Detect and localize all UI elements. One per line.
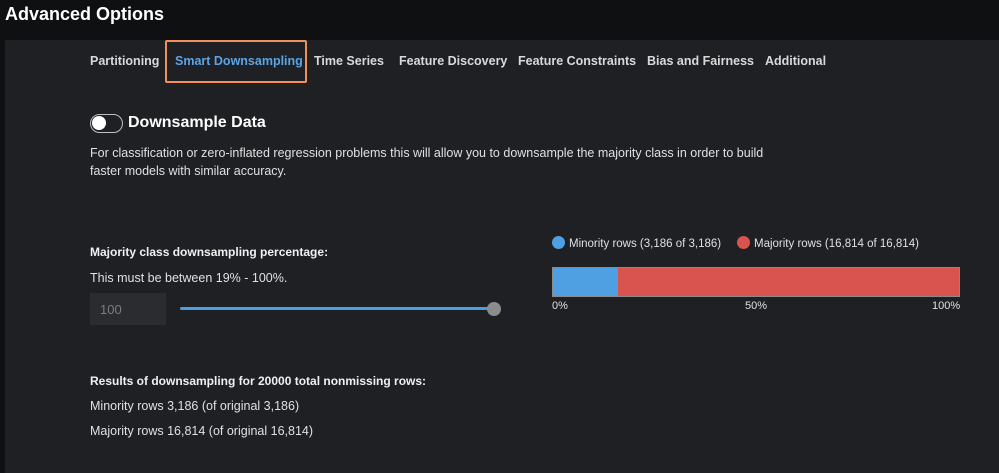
legend-majority-label: Majority rows (16,814 of 16,814) [754,238,919,250]
percentage-slider[interactable] [180,302,505,316]
percentage-label: Majority class downsampling percentage: [90,245,329,259]
majority-dot-icon [737,236,750,249]
percentage-hint: This must be between 19% - 100%. [90,271,288,285]
tab-partitioning[interactable]: Partitioning [90,54,160,68]
toggle-knob [92,116,106,130]
downsample-description: For classification or zero-inflated regr… [90,146,764,178]
tab-additional[interactable]: Additional [765,54,827,68]
slider-fill [180,307,494,310]
distribution-bar [552,267,960,297]
results-majority-line: Majority rows 16,814 (of original 16,814… [90,424,314,438]
downsample-toggle-label: Downsample Data [128,114,266,131]
tab-bias-and-fairness[interactable]: Bias and Fairness [647,54,754,68]
legend-majority: Majority rows (16,814 of 16,814) [737,236,919,250]
legend-minority: Minority rows (3,186 of 3,186) [552,236,721,250]
axis-label-100: 100% [932,300,961,312]
legend-minority-label: Minority rows (3,186 of 3,186) [569,238,722,250]
results-minority-line: Minority rows 3,186 (of original 3,186) [90,399,300,413]
bar-segment-majority [617,268,959,296]
tab-feature-constraints[interactable]: Feature Constraints [518,54,637,68]
results-title: Results of downsampling for 20000 total … [90,374,427,388]
axis-label-0: 0% [552,300,568,312]
page-title: Advanced Options [5,4,165,24]
slider-thumb[interactable] [487,302,501,316]
axis-label-50: 50% [745,300,768,312]
tab-feature-discovery[interactable]: Feature Discovery [399,54,508,68]
active-tab-highlight [165,40,307,83]
options-panel: Partitioning Smart Downsampling Time Ser… [5,40,999,473]
minority-dot-icon [552,236,565,249]
tab-time-series[interactable]: Time Series [314,54,384,68]
bar-segment-minority [553,268,618,296]
downsample-toggle[interactable] [90,114,123,133]
percentage-input[interactable] [90,293,166,325]
tab-smart-downsampling[interactable]: Smart Downsampling [175,54,303,68]
